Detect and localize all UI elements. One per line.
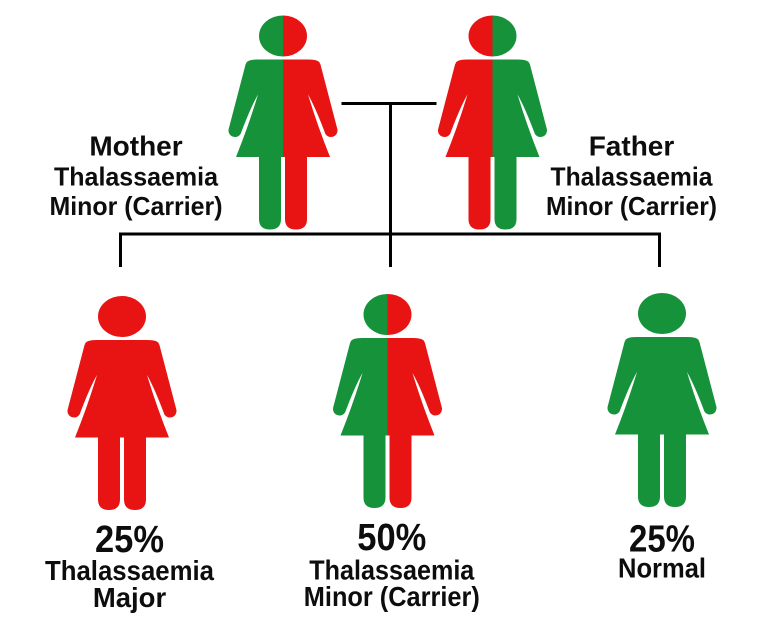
svg-text:Thalassaemia: Thalassaemia (309, 555, 475, 586)
svg-text:Thalassaemia: Thalassaemia (54, 162, 219, 192)
svg-text:Thalassaemia: Thalassaemia (551, 162, 713, 192)
svg-text:Minor (Carrier): Minor (Carrier) (50, 191, 223, 221)
svg-text:Father: Father (589, 131, 675, 162)
svg-text:25%: 25% (629, 519, 695, 561)
svg-text:Mother: Mother (89, 131, 182, 162)
svg-text:Major: Major (93, 582, 167, 613)
svg-text:50%: 50% (357, 517, 426, 559)
svg-text:Minor (Carrier): Minor (Carrier) (304, 581, 480, 612)
svg-text:Normal: Normal (618, 553, 706, 584)
svg-text:25%: 25% (95, 519, 164, 561)
svg-text:Thalassaemia: Thalassaemia (45, 555, 215, 586)
svg-text:Minor (Carrier): Minor (Carrier) (546, 191, 717, 221)
